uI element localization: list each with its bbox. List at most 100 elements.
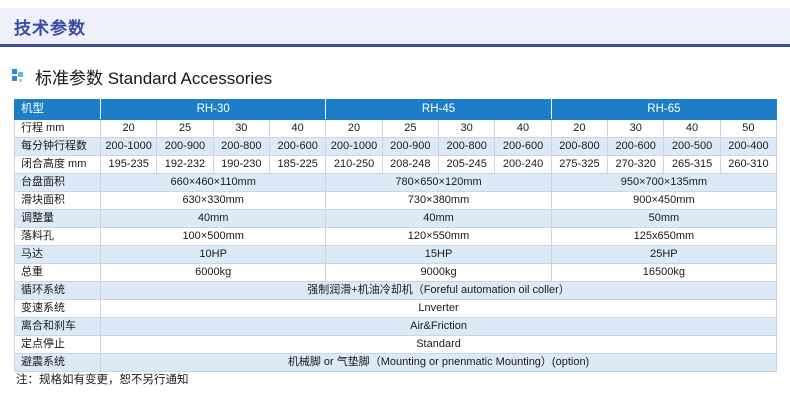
row-label: 变速系统 bbox=[14, 299, 101, 318]
table-body: 行程 mm 20 25 30 40 20 25 30 40 20 30 40 50 每分钟行程数 200-1… bbox=[14, 119, 778, 372]
table-cell: 200-800 bbox=[438, 137, 496, 156]
table-cell: 660×460×110mm bbox=[99, 173, 327, 192]
row-label: 马达 bbox=[14, 245, 101, 264]
section-heading-label: 标准参数 Standard Accessories bbox=[35, 68, 273, 88]
row-label: 每分钟行程数 bbox=[14, 137, 101, 156]
table-cell: 208-248 bbox=[381, 155, 440, 174]
table-cell: 260-310 bbox=[719, 155, 778, 174]
table-cell: 210-250 bbox=[325, 155, 383, 174]
title-divider-rule bbox=[0, 44, 790, 47]
table-cell: 185-225 bbox=[268, 155, 327, 174]
table-cell: 15HP bbox=[325, 245, 552, 264]
table-cell: 200-600 bbox=[494, 137, 552, 156]
row-label: 离合和刹车 bbox=[14, 317, 101, 336]
table-cell: 780×650×120mm bbox=[325, 173, 552, 192]
table-cell: 16500kg bbox=[550, 263, 778, 282]
table-cell: 630×330mm bbox=[99, 191, 327, 210]
table-cell: 200-900 bbox=[381, 137, 440, 156]
row-label: 循环系统 bbox=[14, 281, 101, 300]
table-row: 循环系统 强制润滑+机油冷却机（Foreful automation oil co… bbox=[14, 281, 778, 300]
table-cell: 200-1000 bbox=[99, 137, 158, 156]
table-row: 离合和刹车 Air&Friction bbox=[14, 317, 778, 336]
table-cell: 40 bbox=[268, 119, 327, 138]
table-cell: Standard bbox=[99, 335, 778, 354]
table-row: 每分钟行程数 200-1000 200-900 200-800 200-600 200-1… bbox=[14, 137, 778, 156]
row-label: 总重 bbox=[14, 263, 101, 282]
table-cell: 9000kg bbox=[325, 263, 552, 282]
table-cell: 730×380mm bbox=[325, 191, 552, 210]
row-label: 滑块面积 bbox=[14, 191, 101, 210]
table-cell: 200-240 bbox=[494, 155, 552, 174]
table-row: 马达 10HP 15HP 25HP bbox=[14, 245, 778, 264]
column-header-model-rh45: RH-45 bbox=[325, 99, 552, 120]
table-cell: 机械脚 or 气垫脚（Mounting or pnenmatic Mountin… bbox=[99, 353, 778, 372]
table-cell: 20 bbox=[99, 119, 158, 138]
table-cell: 200-900 bbox=[156, 137, 214, 156]
table-cell: 205-245 bbox=[438, 155, 496, 174]
table-row: 落料孔 100×500mm 120×550mm 125x650mm bbox=[14, 227, 778, 246]
page-title-band: 技术参数 bbox=[0, 8, 790, 44]
table-cell: 强制润滑+机油冷却机（Foreful automation oil coller… bbox=[99, 281, 778, 300]
table-cell: 900×450mm bbox=[550, 191, 778, 210]
table-cell: 192-232 bbox=[156, 155, 214, 174]
table-cell: 195-235 bbox=[99, 155, 158, 174]
table-row: 调整量 40mm 40mm 50mm bbox=[14, 209, 778, 228]
table-row: 闭合高度 mm 195-235 192-232 190-230 185-225 210-2… bbox=[14, 155, 778, 174]
column-header-model: 机型 bbox=[14, 99, 101, 120]
table-cell: 25 bbox=[381, 119, 440, 138]
table-cell: 200-600 bbox=[268, 137, 327, 156]
column-header-model-rh65: RH-65 bbox=[550, 99, 778, 120]
table-cell: 200-600 bbox=[607, 137, 665, 156]
table-row: 定点停止 Standard bbox=[14, 335, 778, 354]
table-row: 滑块面积 630×330mm 730×380mm 900×450mm bbox=[14, 191, 778, 210]
table-cell: 200-400 bbox=[719, 137, 778, 156]
table-cell: 200-500 bbox=[663, 137, 721, 156]
table-row: 台盘面积 660×460×110mm 780×650×120mm 950×700×13… bbox=[14, 173, 778, 192]
table-cell: 40mm bbox=[99, 209, 327, 228]
table-cell: 40 bbox=[494, 119, 552, 138]
table-cell: 25HP bbox=[550, 245, 778, 264]
table-cell: 125x650mm bbox=[550, 227, 778, 246]
footer-note: 注：规格如有变更，恕不另行通知 bbox=[16, 374, 189, 386]
table-cell: Lnverter bbox=[99, 299, 778, 318]
table-cell: 50 bbox=[719, 119, 778, 138]
table-cell: 30 bbox=[438, 119, 496, 138]
table-cell: 30 bbox=[607, 119, 665, 138]
row-label: 避震系统 bbox=[14, 353, 101, 372]
table-cell: 120×550mm bbox=[325, 227, 552, 246]
table-cell: 10HP bbox=[99, 245, 327, 264]
table-cell: 270-320 bbox=[607, 155, 665, 174]
table-cell: 100×500mm bbox=[99, 227, 327, 246]
table-cell: 40 bbox=[663, 119, 721, 138]
row-label: 行程 mm bbox=[14, 119, 101, 138]
row-label: 台盘面积 bbox=[14, 173, 101, 192]
table-cell: 200-800 bbox=[550, 137, 609, 156]
table-cell: Air&Friction bbox=[99, 317, 778, 336]
table-row: 总重 6000kg 9000kg 16500kg bbox=[14, 263, 778, 282]
table-row: 避震系统 机械脚 or 气垫脚（Mounting or pnenmatic Mou… bbox=[14, 353, 778, 372]
table-cell: 20 bbox=[325, 119, 383, 138]
row-label: 调整量 bbox=[14, 209, 101, 228]
table-header-row: 机型 RH-30 RH-45 RH-65 bbox=[14, 99, 778, 120]
table-cell: 265-315 bbox=[663, 155, 721, 174]
table-cell: 40mm bbox=[325, 209, 552, 228]
section-heading: 标准参数 Standard Accessories bbox=[12, 62, 272, 90]
table-cell: 190-230 bbox=[212, 155, 270, 174]
standard-accessories-table: 机型 RH-30 RH-45 RH-65 行程 mm 20 25 30 40 20 25 30… bbox=[14, 99, 778, 372]
column-header-model-rh30: RH-30 bbox=[99, 99, 327, 120]
row-label: 闭合高度 mm bbox=[14, 155, 101, 174]
table-cell: 25 bbox=[156, 119, 214, 138]
table-row: 变速系统 Lnverter bbox=[14, 299, 778, 318]
table-cell: 6000kg bbox=[99, 263, 327, 282]
page-title: 技术参数 bbox=[14, 19, 86, 38]
blue-squares-bullet-icon bbox=[12, 68, 28, 84]
table-cell: 50mm bbox=[550, 209, 778, 228]
row-label: 落料孔 bbox=[14, 227, 101, 246]
table-cell: 200-1000 bbox=[325, 137, 383, 156]
row-label: 定点停止 bbox=[14, 335, 101, 354]
table-cell: 20 bbox=[550, 119, 609, 138]
table-cell: 950×700×135mm bbox=[550, 173, 778, 192]
table-cell: 275-325 bbox=[550, 155, 609, 174]
table-head: 机型 RH-30 RH-45 RH-65 bbox=[14, 99, 778, 120]
table-row: 行程 mm 20 25 30 40 20 25 30 40 20 30 40 50 bbox=[14, 119, 778, 138]
